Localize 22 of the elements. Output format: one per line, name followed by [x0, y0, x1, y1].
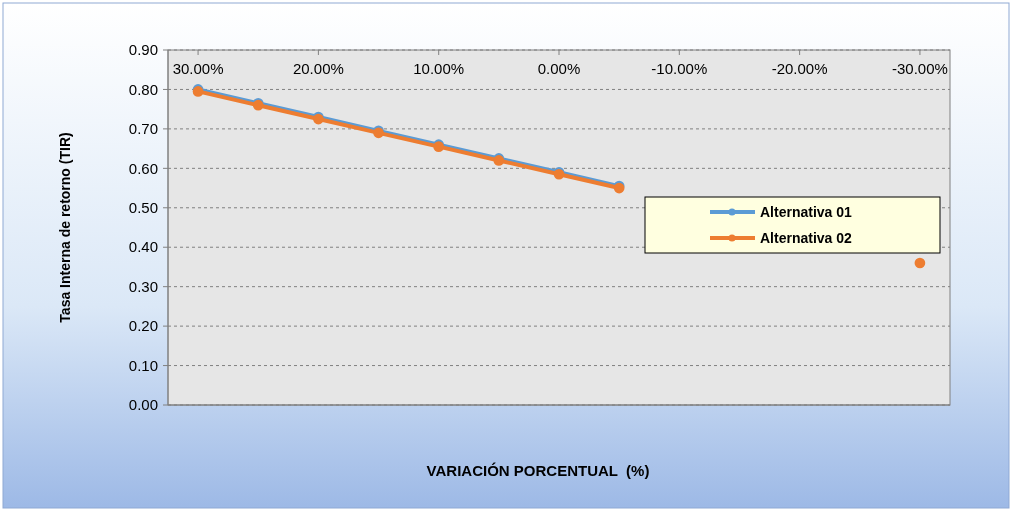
x-tick-label: 0.00% — [537, 60, 581, 77]
y-tick-label: 0.70 — [128, 120, 158, 138]
x-tick-label: -30.00% — [891, 60, 948, 77]
x-tick-label: -20.00% — [771, 60, 828, 77]
x-tick-label: -10.00% — [651, 60, 708, 77]
point — [914, 257, 926, 269]
y-tick-label: 0.60 — [128, 159, 158, 177]
x-tick-label: 10.00% — [413, 60, 465, 77]
y-tick-label: 0.90 — [128, 41, 158, 59]
y-axis-title: Tasa Interna de retorno (TIR) — [57, 132, 73, 323]
y-tick-label: 0.40 — [128, 238, 158, 256]
legend-label: Alternativa 02 — [760, 229, 853, 246]
y-tick-label: 0.50 — [128, 199, 158, 217]
x-axis-title: VARIACIÓN PORCENTUAL (%) — [426, 462, 650, 479]
y-tick-label: 0.10 — [128, 356, 158, 374]
x-tick-label: 20.00% — [292, 60, 344, 77]
y-tick-label: 0.30 — [128, 277, 158, 295]
x-tick-label: 30.00% — [172, 60, 224, 77]
y-tick-label: 0.00 — [128, 396, 158, 414]
legend-label: Alternativa 01 — [760, 203, 853, 220]
y-tick-label: 0.80 — [128, 80, 158, 98]
y-tick-label: 0.20 — [128, 317, 158, 335]
